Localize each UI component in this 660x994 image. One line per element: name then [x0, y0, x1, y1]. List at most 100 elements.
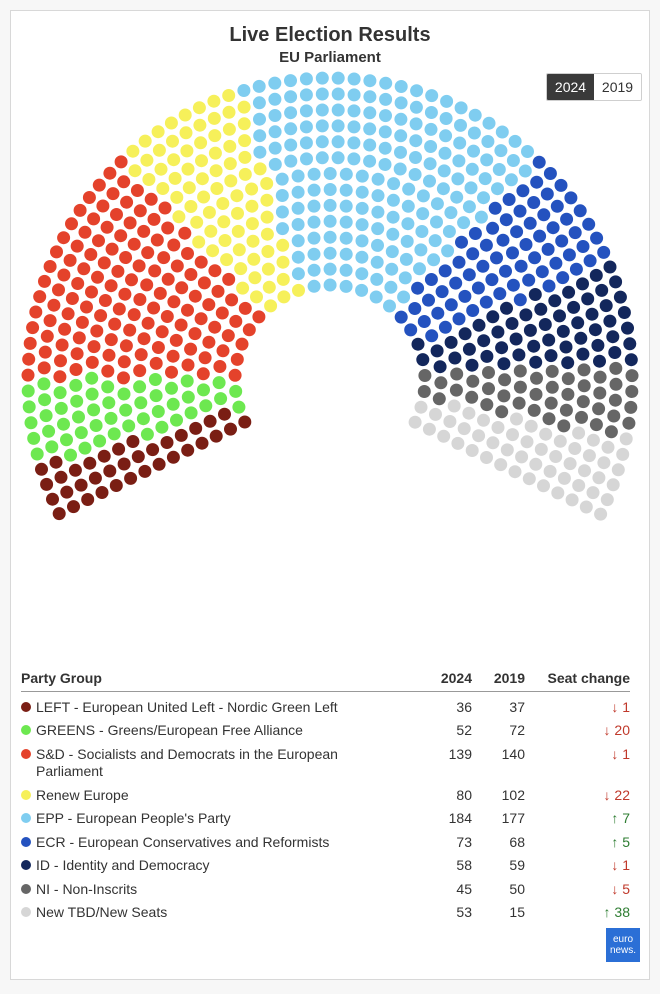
seat-dot: [91, 270, 104, 284]
seat-dot: [386, 193, 400, 207]
seat-dot: [245, 199, 259, 213]
seat-dot: [438, 146, 452, 160]
seat-dot: [253, 112, 266, 126]
seat-dot: [138, 464, 152, 478]
seat-dot: [156, 182, 170, 195]
seat-dot: [562, 248, 576, 262]
seat-dot: [268, 92, 282, 106]
seat-dot: [509, 332, 523, 346]
seat-dot: [57, 268, 71, 282]
seat-dot: [604, 425, 618, 439]
seat-dot: [450, 190, 464, 204]
seat-dot: [55, 338, 69, 352]
seat-dot: [61, 307, 75, 321]
seat-dot: [307, 183, 321, 197]
seat-dot: [370, 272, 384, 286]
table-row: ID - Identity and Democracy 58 59 ↓ 1: [21, 857, 630, 877]
seat-dot: [542, 333, 556, 347]
seat-dot: [411, 281, 425, 295]
seat-dot: [131, 450, 145, 464]
seat-dot: [237, 117, 251, 131]
seat-dot: [524, 419, 538, 433]
seat-dot: [478, 172, 492, 186]
seat-dot: [323, 262, 337, 276]
seat-dot: [57, 417, 70, 431]
seat-dot: [477, 413, 490, 427]
seat-dot: [154, 162, 168, 176]
seat-dot: [268, 76, 282, 90]
seat-dot: [323, 230, 337, 244]
seat-dot: [194, 255, 208, 269]
seats-2024: 80: [456, 787, 472, 803]
seat-dot: [315, 135, 329, 149]
seat-dot: [409, 117, 423, 131]
seat-dot: [339, 167, 353, 181]
seat-dot: [545, 380, 559, 394]
seat-dot: [452, 312, 466, 326]
seat-dot: [168, 171, 182, 185]
seat-dot: [151, 125, 165, 139]
seat-dot: [134, 348, 148, 362]
seat-dot: [72, 331, 86, 345]
seat-dot: [371, 238, 384, 252]
seat-dot: [268, 157, 282, 171]
seat-dot: [208, 264, 222, 278]
party-name: EPP - European People's Party: [36, 810, 231, 826]
seat-dot: [561, 372, 575, 386]
seat-dot: [416, 207, 430, 221]
seat-dot: [513, 293, 527, 307]
seats-2024: 58: [456, 857, 472, 873]
seat-dot: [157, 251, 171, 265]
seat-dot: [452, 154, 466, 168]
seat-dot: [608, 346, 622, 359]
year-2019-header: 2019: [493, 670, 525, 686]
seat-dot: [499, 264, 512, 278]
seat-dot: [238, 167, 252, 181]
seat-dot: [339, 231, 353, 245]
seat-dot: [527, 196, 541, 209]
seat-dot: [544, 396, 558, 410]
seat-dot: [136, 412, 150, 426]
seat-dot: [197, 276, 211, 290]
seat-dot: [543, 464, 557, 478]
seat-dot: [117, 355, 131, 369]
seat-dot: [447, 399, 461, 413]
seat-dot: [542, 279, 556, 293]
seat-dot: [495, 125, 509, 139]
seat-dot: [371, 222, 385, 236]
seat-dot: [514, 259, 528, 273]
seat-dot: [105, 242, 119, 256]
seat-dot: [599, 299, 613, 313]
seat-dot: [170, 259, 184, 273]
seat-dot: [206, 244, 220, 258]
seat-dot: [428, 234, 442, 248]
seat-dot: [155, 325, 169, 339]
seat-dot: [464, 181, 478, 195]
seat-dot: [430, 215, 443, 229]
year-2024-button[interactable]: 2024: [547, 74, 594, 100]
seat-dot: [379, 109, 392, 123]
seat-dot: [245, 182, 259, 196]
seat-dot: [160, 436, 174, 449]
seat-dot: [315, 87, 329, 101]
seat-dot: [276, 272, 290, 286]
seat-dot: [462, 406, 476, 420]
seat-dot: [495, 405, 509, 419]
party-name: GREENS - Greens/European Free Alliance: [36, 722, 303, 738]
seat-dot: [101, 380, 115, 394]
seat-dot: [199, 399, 213, 413]
seat-dot: [450, 367, 464, 381]
seat-dot: [398, 271, 412, 285]
table-row: NI - Non-Inscrits 45 50 ↓ 5: [21, 881, 630, 901]
seat-dot: [123, 216, 137, 230]
year-2019-button[interactable]: 2019: [594, 74, 641, 100]
seat-dot: [29, 305, 43, 319]
seat-dot: [141, 246, 155, 260]
seat-dot: [118, 287, 132, 301]
seat-dot: [451, 436, 465, 450]
seat-dot: [385, 262, 399, 276]
seat-dot: [179, 126, 193, 140]
seat-dot: [534, 302, 548, 316]
seat-dot: [58, 322, 72, 336]
seat-dot: [424, 122, 438, 136]
